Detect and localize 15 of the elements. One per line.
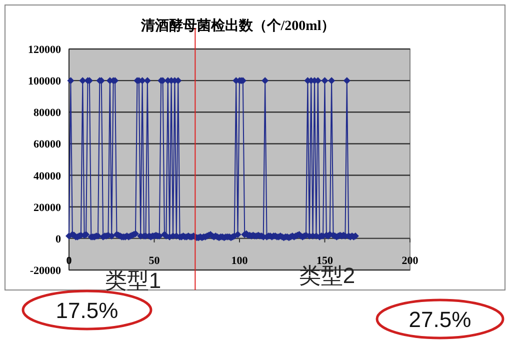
y-tick-label: -20000 [30,265,62,277]
y-tick-label: 120000 [28,44,62,56]
x-tick-label: 50 [148,255,160,267]
y-tick-label: 20000 [34,202,62,214]
x-tick-label: 200 [402,255,419,267]
text: 17.5% [56,298,118,323]
y-tick-label: 80000 [34,107,62,120]
y-tick-label: 0 [56,233,62,246]
y-tick-label: 100000 [28,76,62,88]
y-tick-label: 60000 [34,138,62,151]
y-tick-label: 40000 [34,170,62,182]
x-tick-label: 100 [231,255,248,267]
text: 27.5% [408,307,472,332]
annotation: 类型1 [104,268,162,293]
chart-title: 清酒酵母菌检出数（个/200ml） [140,18,336,34]
